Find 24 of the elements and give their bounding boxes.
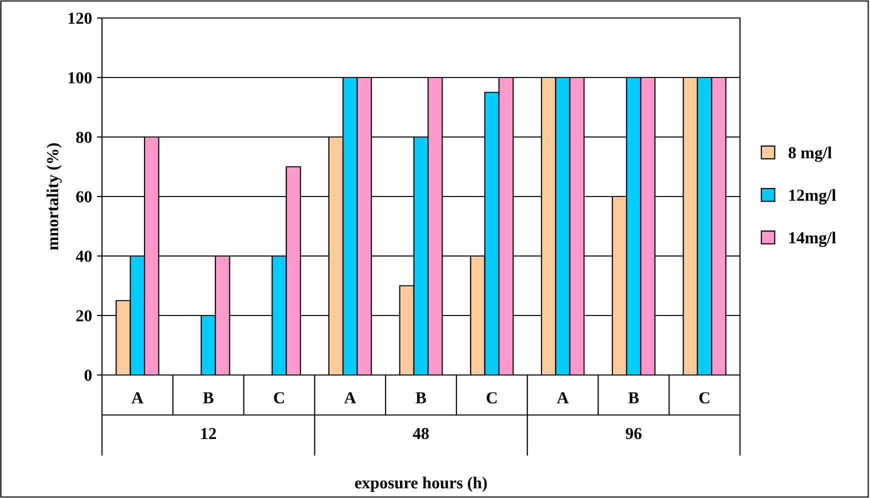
x-tick-label: B (203, 392, 214, 404)
x-tick-label: A (556, 392, 569, 404)
y-tick-label: 0 (84, 370, 92, 381)
y-tick-label: 60 (76, 191, 92, 202)
y-axis-title: mnortality (%) (46, 143, 62, 250)
x-tick-label: C (274, 392, 284, 404)
legend-label: 14mg/l (789, 232, 836, 247)
x-tick-label: B (416, 392, 426, 404)
x-tick-label: C (699, 392, 710, 404)
x-tick-label: B (628, 392, 639, 404)
y-tick-label: 80 (76, 132, 92, 143)
legend-label: 12mg/l (789, 189, 836, 204)
text: 48 (412, 428, 429, 440)
y-tick-label: 20 (76, 310, 92, 322)
text: 96 (626, 428, 642, 440)
text: 12 (201, 428, 216, 440)
y-tick-label: 40 (76, 250, 92, 262)
x-axis-title: exposure hours (h) (355, 476, 487, 492)
x-tick-label: A (132, 392, 144, 404)
x-tick-label: A (344, 392, 356, 404)
y-tick-label: 100 (68, 72, 92, 84)
x-tick-label: C (486, 392, 497, 404)
y-tick-label: 120 (68, 12, 92, 24)
legend-label: 8 mg/l (788, 146, 832, 162)
